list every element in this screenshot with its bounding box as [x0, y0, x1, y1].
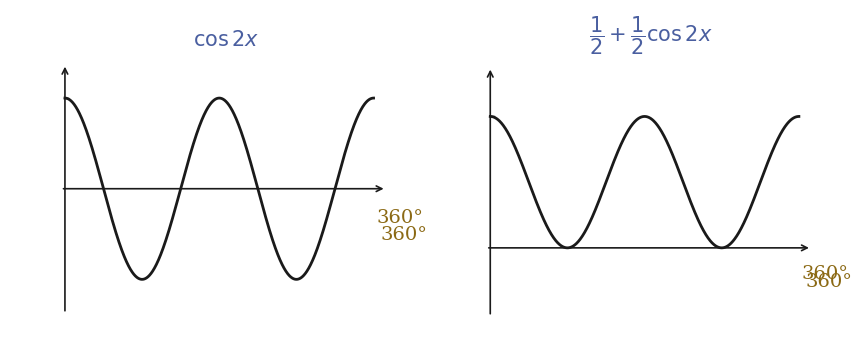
Text: 360°: 360° — [801, 265, 848, 283]
Text: 360°: 360° — [376, 209, 423, 227]
Title: $\dfrac{1}{2} + \dfrac{1}{2}\cos 2x$: $\dfrac{1}{2} + \dfrac{1}{2}\cos 2x$ — [589, 15, 713, 57]
Text: 360°: 360° — [806, 273, 852, 290]
Text: 360°: 360° — [380, 226, 427, 244]
Title: $\cos 2x$: $\cos 2x$ — [193, 30, 259, 50]
